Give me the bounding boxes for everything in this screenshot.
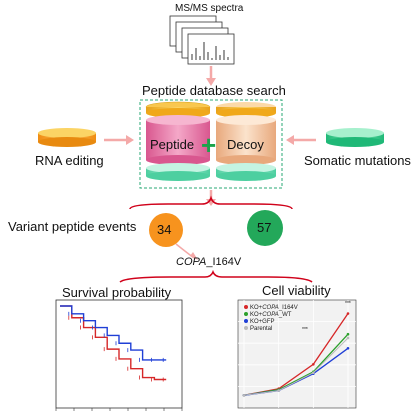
legend-entry: Parental (244, 326, 272, 332)
rna-count-circle (149, 213, 183, 247)
legend-swatch (244, 305, 248, 310)
result-brace (129, 195, 293, 210)
legend-swatch (244, 312, 248, 317)
ms-spectra-stack (169, 15, 235, 65)
search-box (139, 99, 283, 189)
peptide-label: Peptide (150, 137, 195, 152)
arrow-to-gene (175, 243, 198, 260)
viability-point (346, 347, 350, 350)
rna-editing-cylinder (38, 128, 96, 147)
legend-swatch (244, 326, 248, 331)
viability-point (312, 371, 315, 375)
rna-editing-label: RNA editing (35, 153, 104, 168)
legend-entry: KO+COPA_WT (244, 312, 291, 318)
somatic-cylinder (326, 128, 384, 147)
significance-mark: *** (302, 327, 308, 333)
viability-point (277, 389, 280, 392)
survival-plot (55, 299, 183, 411)
somatic-mutations-label: Somatic mutations (304, 153, 411, 168)
viability-point (346, 312, 350, 315)
viability-title: Cell viability (262, 283, 331, 298)
somatic-count-circle (247, 210, 283, 246)
significance-mark: *** (345, 301, 351, 307)
viability-point (242, 394, 246, 397)
survival-red-curve (60, 305, 167, 381)
peptide-cylinder-group (145, 101, 211, 181)
gene-name: COPA (176, 256, 207, 268)
viability-point (312, 362, 315, 366)
legend-swatch (244, 319, 248, 324)
gene-label: COPA_I164V (176, 257, 241, 268)
variant-events-label: Variant peptide events (8, 219, 137, 234)
legend-entry: KO+GFP (244, 319, 275, 325)
survival-blue-curve (60, 305, 167, 361)
gene-mutation: _I164V (206, 256, 242, 268)
decoy-label: Decoy (227, 137, 264, 152)
viability-point (346, 332, 350, 336)
legend-entry: KO+COPA_I164V (244, 305, 298, 311)
search-title: Peptide database search (142, 83, 286, 98)
gene-brace (119, 269, 313, 283)
somatic-count: 57 (257, 220, 272, 235)
viability-line (243, 337, 349, 396)
viability-point (346, 336, 350, 340)
viability-plot (237, 299, 357, 409)
arrow-somatic-to-search (286, 135, 316, 145)
survival-title: Survival probability (62, 285, 172, 300)
rna-count: 34 (157, 222, 172, 237)
ms-spectra-label: MS/MS spectra (175, 3, 244, 14)
plus-sign: + (201, 130, 217, 160)
decoy-cylinder-group (216, 102, 276, 181)
arrow-rna-to-search (104, 135, 134, 145)
